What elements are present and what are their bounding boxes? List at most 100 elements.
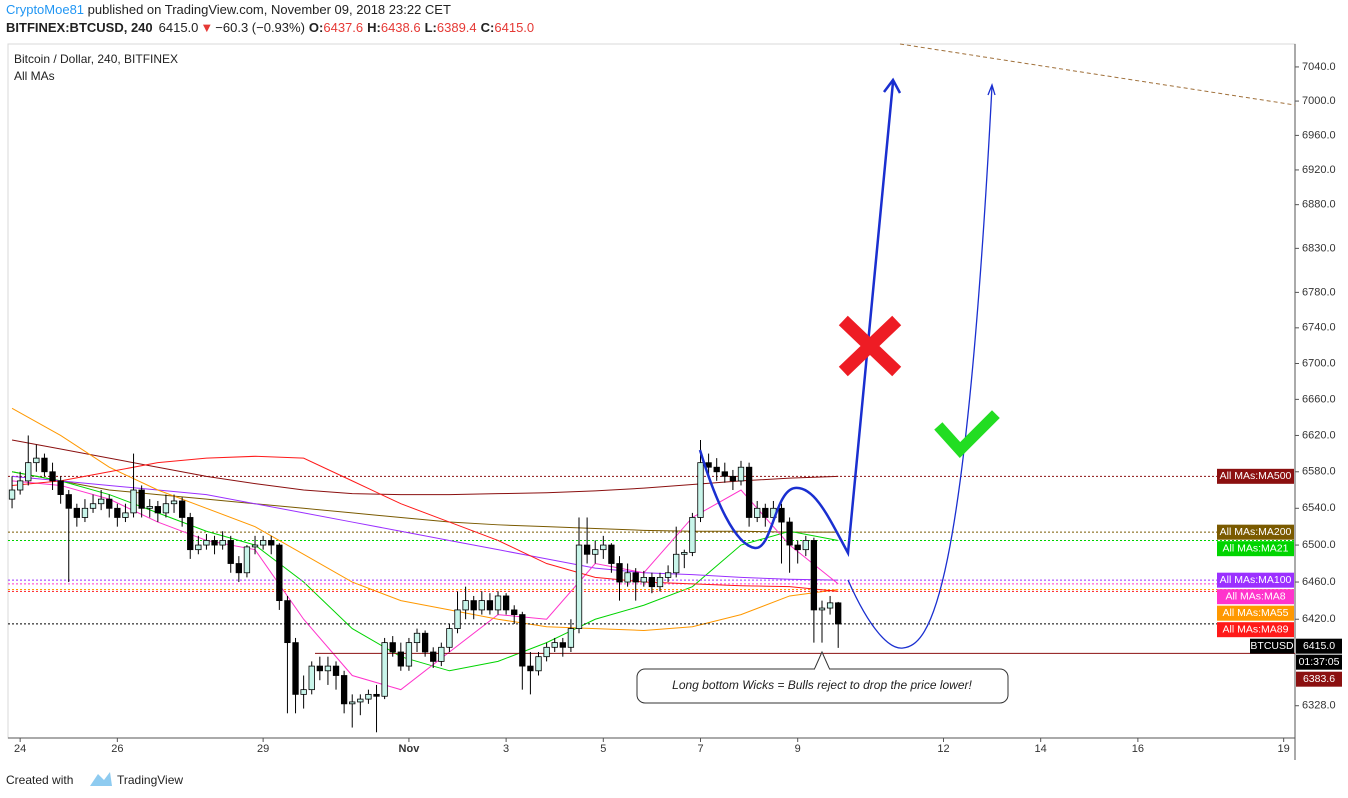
candle-body bbox=[835, 602, 842, 625]
candle-body bbox=[697, 462, 704, 518]
y-tick-label: 6460.0 bbox=[1302, 576, 1336, 588]
chart-subtitle: All MAs bbox=[14, 69, 55, 83]
x-tick-label: 5 bbox=[600, 743, 606, 755]
ohlc-label: H: bbox=[367, 20, 381, 35]
candle-body bbox=[470, 600, 477, 611]
candle-body bbox=[57, 480, 64, 495]
y-tick-label: 6620.0 bbox=[1302, 429, 1336, 441]
x-tick-label: 14 bbox=[1035, 743, 1047, 755]
ma-label: All MAs:MA500 bbox=[1220, 470, 1292, 482]
candle-body bbox=[745, 466, 753, 518]
candle-body bbox=[527, 665, 534, 672]
candle-body bbox=[235, 563, 242, 574]
candle-body bbox=[438, 646, 445, 662]
candle-body bbox=[511, 609, 518, 615]
candle-body bbox=[462, 600, 469, 611]
candle-body bbox=[25, 462, 32, 482]
candle-body bbox=[41, 457, 48, 473]
y-tick-label: 6540.0 bbox=[1302, 502, 1336, 514]
candle-body bbox=[8, 489, 16, 500]
y-tick-label: 6580.0 bbox=[1302, 466, 1336, 478]
ma-label-box bbox=[1217, 572, 1294, 588]
candle-body bbox=[673, 553, 680, 574]
candle-body bbox=[324, 665, 332, 672]
symbol-line: BITFINEX:BTCUSD, 240 6415.0 ▼ −60.3 (−0.93%… bbox=[6, 20, 534, 35]
author[interactable]: CryptoMoe81 bbox=[6, 2, 84, 17]
candle-body bbox=[778, 507, 785, 523]
ohlc-label: O: bbox=[309, 20, 323, 35]
ma-label-box bbox=[1217, 468, 1294, 484]
y-tick-label: 7040.0 bbox=[1302, 61, 1336, 73]
candle-body bbox=[794, 544, 801, 551]
candle-body bbox=[389, 642, 396, 653]
moving-average bbox=[12, 455, 839, 592]
ma-label-box bbox=[1217, 589, 1294, 605]
ma-label: All MAs:MA89 bbox=[1223, 623, 1289, 635]
countdown-label: 01:37:05 bbox=[1299, 656, 1340, 668]
candle-body bbox=[575, 544, 583, 629]
candle-body bbox=[802, 540, 809, 551]
ohlc-value: 6437.6 bbox=[323, 20, 363, 35]
ma-label: All MAs:MA21 bbox=[1223, 542, 1289, 554]
x-tick-label: 29 bbox=[257, 743, 269, 755]
change: −60.3 (−0.93%) bbox=[215, 20, 305, 35]
candle-body bbox=[689, 517, 696, 553]
candle-body bbox=[600, 544, 607, 551]
candle-body bbox=[162, 503, 170, 514]
symbol-label: BTCUSD bbox=[1250, 640, 1294, 652]
y-tick-label: 6328.0 bbox=[1302, 700, 1336, 712]
arrow-head bbox=[883, 77, 902, 94]
symbol: BITFINEX:BTCUSD, 240 bbox=[6, 20, 153, 35]
green-check bbox=[934, 410, 1000, 458]
ohlc-value: 6415.0 bbox=[494, 20, 534, 35]
candle-body bbox=[340, 675, 348, 705]
price-box bbox=[1296, 638, 1342, 654]
change-arrow: ▼ bbox=[200, 20, 213, 35]
candle-body bbox=[81, 507, 89, 518]
countdown-box bbox=[1296, 654, 1342, 670]
candle-body bbox=[227, 540, 234, 564]
candle-body bbox=[284, 600, 291, 644]
candle-body bbox=[154, 506, 161, 514]
red-cross bbox=[838, 315, 902, 377]
y-tick-label: 6740.0 bbox=[1302, 322, 1336, 334]
candle-body bbox=[243, 546, 251, 574]
ma-label: All MAs:MA55 bbox=[1223, 607, 1289, 619]
candle-body bbox=[616, 563, 623, 583]
y-tick-label: 6960.0 bbox=[1302, 129, 1336, 141]
candle-body bbox=[705, 462, 712, 468]
candle-body bbox=[170, 500, 178, 505]
candle-body bbox=[251, 544, 259, 548]
x-tick-label: 12 bbox=[937, 743, 949, 755]
candle-body bbox=[187, 517, 194, 551]
candle-body bbox=[786, 521, 793, 546]
candle-body bbox=[97, 498, 105, 505]
candle-body bbox=[357, 698, 364, 703]
candle-body bbox=[195, 544, 202, 551]
candle-body bbox=[365, 693, 372, 700]
candle-body bbox=[300, 689, 307, 695]
candle-body bbox=[73, 507, 80, 518]
footer-brand[interactable]: TradingView bbox=[117, 773, 183, 787]
ohlc-value: 6389.4 bbox=[437, 20, 477, 35]
candle-body bbox=[332, 665, 340, 676]
candle-body bbox=[178, 500, 186, 518]
candle-body bbox=[292, 642, 299, 695]
moving-average bbox=[11, 407, 839, 631]
candle-body bbox=[656, 577, 664, 588]
candle-body bbox=[219, 540, 226, 546]
candle-body bbox=[681, 552, 688, 555]
level-label: 6383.6 bbox=[1303, 673, 1335, 685]
ma-label-box bbox=[1217, 622, 1294, 638]
ohlc-label: L: bbox=[425, 20, 437, 35]
candle-body bbox=[640, 577, 647, 583]
candle-body bbox=[146, 506, 153, 509]
ma-label: All MAs:MA200 bbox=[1220, 526, 1292, 538]
price: 6415.0 bbox=[159, 20, 199, 35]
candle-body bbox=[268, 540, 275, 546]
x-tick-label: 16 bbox=[1132, 743, 1144, 755]
ohlc-label: C: bbox=[481, 20, 495, 35]
candle-body bbox=[826, 602, 834, 609]
